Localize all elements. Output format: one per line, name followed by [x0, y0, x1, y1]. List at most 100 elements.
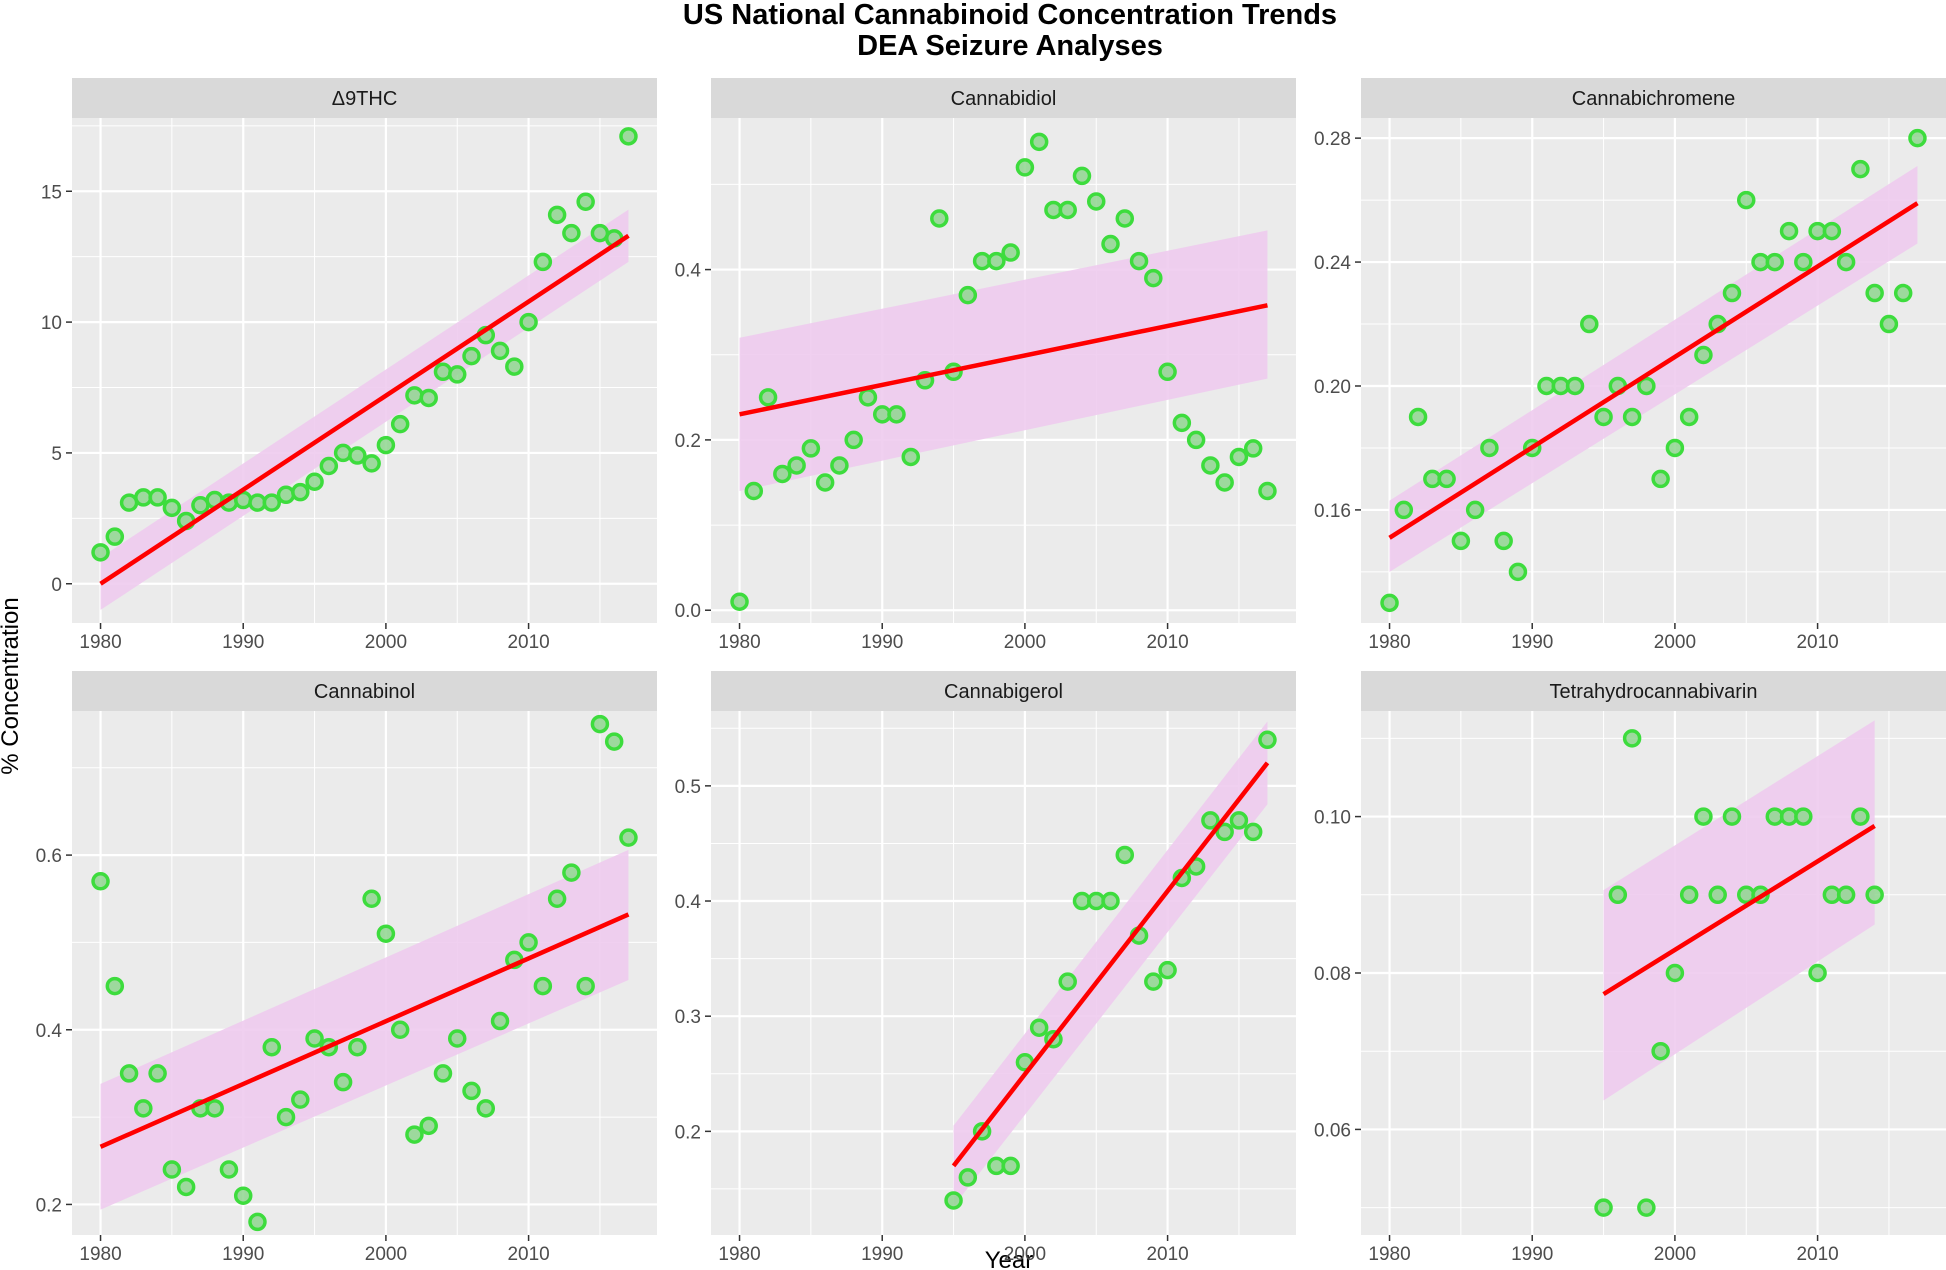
data-point — [276, 1107, 296, 1127]
data-point — [1243, 439, 1263, 458]
x-tick-label: 2000 — [365, 632, 407, 653]
data-point — [1172, 413, 1192, 433]
data-point — [348, 446, 367, 465]
data-point — [1665, 438, 1685, 458]
data-point — [1437, 469, 1456, 489]
facet-strip-label: Tetrahydrocannabivarin — [1550, 681, 1758, 703]
data-point — [519, 312, 538, 332]
x-axis-title: Year — [985, 1247, 1034, 1270]
data-point — [1115, 845, 1135, 865]
data-point — [148, 488, 167, 507]
facet-strip-label: Δ9THC — [332, 88, 398, 110]
data-point — [462, 346, 481, 366]
data-point — [1001, 1156, 1020, 1176]
y-tick-label: 0.2 — [36, 1195, 62, 1216]
data-point — [1637, 376, 1656, 396]
data-point — [1144, 972, 1163, 991]
data-point — [1144, 268, 1163, 288]
data-point — [305, 472, 324, 491]
data-point — [333, 1072, 353, 1092]
x-tick-label: 1990 — [861, 632, 903, 653]
y-tick-label: 0.3 — [675, 1007, 701, 1028]
y-tick-label: 0.4 — [675, 261, 702, 282]
data-point — [1722, 807, 1742, 826]
data-point — [1215, 473, 1234, 492]
data-point — [1243, 822, 1263, 842]
data-point — [1736, 190, 1756, 210]
x-tick-label: 1990 — [1511, 1244, 1553, 1265]
data-point — [505, 357, 524, 376]
data-point — [447, 1029, 467, 1048]
data-point — [1451, 531, 1471, 551]
data-point — [730, 592, 749, 611]
data-point — [319, 456, 339, 476]
facet-strip — [711, 671, 1296, 711]
data-point — [533, 252, 553, 272]
data-point — [1086, 192, 1106, 211]
data-point — [1158, 362, 1177, 382]
x-tick-label: 2000 — [365, 1244, 407, 1265]
y-tick-label: 0.4 — [36, 1021, 63, 1042]
regression-line — [951, 761, 1270, 1168]
data-point — [291, 1090, 310, 1109]
y-tick-label: 0.5 — [675, 777, 701, 798]
x-tick-label: 1990 — [222, 632, 264, 653]
x-tick-label: 1980 — [79, 632, 121, 653]
x-tick-label: 2000 — [1654, 1244, 1696, 1265]
data-point — [830, 456, 849, 475]
data-point — [1580, 314, 1599, 334]
data-point — [447, 365, 467, 384]
data-point — [1215, 822, 1234, 842]
data-point — [91, 872, 110, 891]
facets-layer: Δ9THC 1980 1990 2000 2010 0 5 10 15 Cannabidiol 19… — [36, 78, 1946, 1265]
x-tick-label: 1980 — [718, 632, 760, 653]
data-point — [119, 1064, 139, 1083]
data-point — [547, 205, 567, 225]
data-point — [1808, 963, 1827, 983]
y-tick-label: 0.6 — [36, 846, 62, 867]
y-axis-title: % Concentration — [0, 597, 24, 774]
data-point — [1836, 252, 1856, 272]
data-point — [1408, 407, 1428, 427]
x-tick-label: 1980 — [79, 1244, 121, 1265]
data-point — [547, 889, 567, 909]
x-tick-label: 2010 — [1146, 632, 1188, 653]
data-point — [1029, 132, 1049, 152]
data-point — [1608, 885, 1628, 905]
data-point — [1072, 166, 1092, 186]
x-tick-label: 2000 — [1004, 1244, 1046, 1265]
data-point — [219, 1160, 239, 1179]
data-point — [1694, 807, 1713, 826]
data-point — [1765, 252, 1785, 272]
data-point — [562, 223, 581, 243]
y-tick-label: 0.28 — [1314, 129, 1351, 150]
facet-strip — [711, 78, 1296, 118]
data-point — [490, 341, 510, 361]
data-point — [1229, 447, 1249, 467]
facet-strip — [1361, 78, 1946, 118]
data-point — [787, 456, 806, 475]
data-point — [801, 439, 821, 458]
y-tick-label: 0.20 — [1314, 377, 1351, 398]
data-point — [1822, 221, 1842, 241]
data-point — [1229, 811, 1249, 830]
data-point — [276, 485, 296, 505]
data-point — [476, 1099, 496, 1118]
data-point — [91, 543, 110, 562]
x-tick-label: 2010 — [1796, 632, 1838, 653]
data-point — [405, 1125, 424, 1144]
data-point — [1129, 251, 1149, 271]
data-point — [1665, 963, 1685, 983]
data-point — [1865, 283, 1884, 303]
data-point — [1494, 531, 1513, 551]
data-point — [105, 527, 125, 546]
data-point — [1029, 1018, 1049, 1037]
data-point — [1158, 960, 1177, 980]
data-point — [1794, 252, 1813, 272]
data-point — [405, 386, 424, 405]
y-tick-label: 5 — [51, 444, 62, 465]
data-point — [433, 362, 453, 382]
data-point — [134, 1099, 153, 1118]
data-point — [1508, 562, 1528, 582]
